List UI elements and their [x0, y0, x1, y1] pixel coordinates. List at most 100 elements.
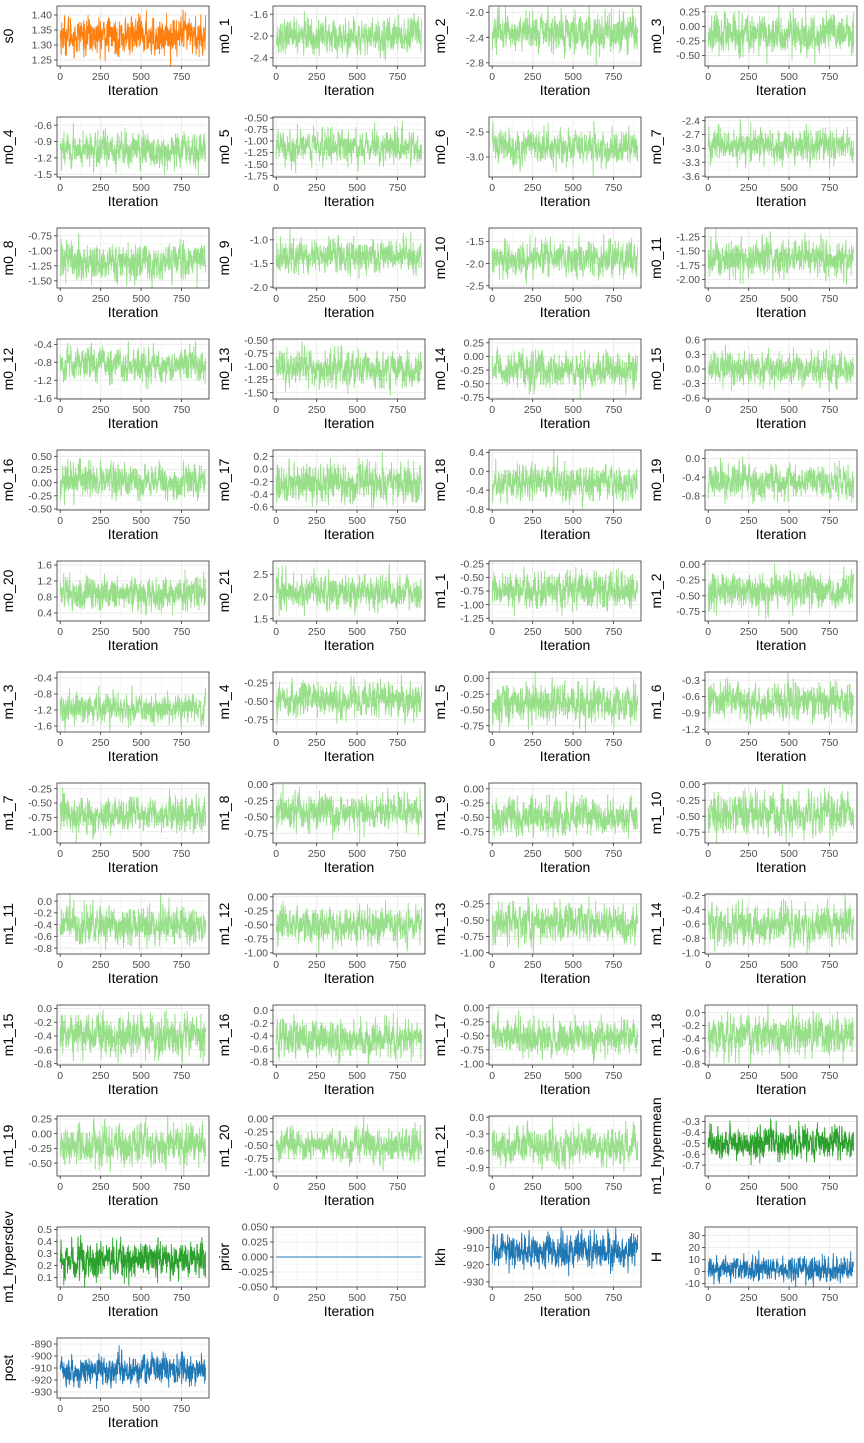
y-tick-label: -2.0	[250, 31, 268, 43]
trace-line-m1_21	[491, 1117, 639, 1173]
y-tick-label: -910	[31, 1363, 52, 1375]
trace-svg-m1_9: -0.75 -0.50 -0.25 0.00 0 250 500 750 Iteration m1…	[432, 782, 642, 875]
y-tick-label: 0.25	[32, 464, 53, 476]
x-tick-label: 500	[564, 1292, 582, 1304]
x-axis-title: Iteration	[108, 859, 159, 875]
y-tick-label: -0.2	[250, 476, 268, 488]
trace-panel-m1_8: -0.75 -0.50 -0.25 0.00 0 250 500 750 Iteration m1…	[216, 777, 432, 888]
y-tick-label: -0.75	[244, 124, 268, 136]
y-tick-label: -0.8	[682, 491, 700, 503]
x-tick-label: 250	[524, 737, 542, 749]
x-tick-label: 0	[705, 515, 711, 527]
x-tick-label: 500	[132, 1070, 150, 1082]
x-tick-label: 750	[389, 959, 407, 971]
x-tick-label: 500	[780, 626, 798, 638]
y-tick-label: 1.5	[253, 613, 268, 625]
panel-border	[488, 5, 642, 67]
trace-svg-m1_6: -1.2 -0.9 -0.6 -0.3 0 250 500 750 Iteration m1_6	[648, 671, 858, 764]
trace-svg-m0_9: -2.0 -1.5 -1.0 0 250 500 750 Iteration m0_9	[216, 227, 426, 320]
trace-svg-m0_21: 1.5 2.0 2.5 0 250 500 750 Iteration m0_21	[216, 560, 426, 653]
trace-panel-m1_14: -1.0 -0.8 -0.6 -0.4 -0.2 0 250 500 750 Iteration m…	[648, 888, 864, 999]
x-axis-title: Iteration	[756, 1303, 807, 1319]
trace-line-H	[707, 1250, 854, 1288]
x-axis-title: Iteration	[108, 1303, 159, 1319]
x-tick-label: 250	[92, 848, 110, 860]
trace-panel-m1_6: -1.2 -0.9 -0.6 -0.3 0 250 500 750 Iteration m1_6	[648, 666, 864, 777]
y-tick-label: -0.50	[244, 335, 268, 347]
x-axis-title: Iteration	[540, 970, 591, 986]
x-tick-label: 750	[821, 737, 839, 749]
y-axis-title: m1_8	[216, 795, 232, 830]
y-tick-label: -1.25	[244, 374, 268, 386]
y-tick-label: 0.0	[685, 1007, 700, 1019]
y-tick-label: -0.4	[250, 1031, 268, 1043]
y-tick-label: 1.40	[32, 10, 53, 22]
x-tick-label: 0	[489, 1181, 495, 1193]
x-tick-label: 750	[821, 1070, 839, 1082]
y-tick-label: -930	[463, 1277, 484, 1289]
y-tick-label: -0.50	[244, 1140, 268, 1152]
y-tick-label: -1.50	[244, 387, 268, 399]
y-tick-label: 20	[688, 1242, 700, 1254]
y-tick-label: -0.8	[34, 1058, 52, 1070]
y-axis-title: m0_9	[216, 240, 232, 275]
x-tick-label: 250	[308, 515, 326, 527]
x-axis-title: Iteration	[108, 526, 159, 542]
y-tick-label: -0.25	[460, 798, 484, 810]
panel-border	[704, 5, 858, 67]
y-tick-label: -1.5	[34, 169, 52, 181]
y-tick-label: -2.0	[466, 258, 484, 270]
panel-border	[272, 671, 426, 733]
y-tick-label: 0.5	[37, 1224, 52, 1236]
trace-line-m1_7	[59, 787, 207, 844]
trace-panel-m0_13: -1.50 -1.25 -1.00 -0.75 -0.50 0 250 500 750 Itera…	[216, 333, 432, 444]
trace-line-lkh	[491, 1226, 639, 1277]
x-tick-label: 0	[489, 1292, 495, 1304]
panel-border	[704, 116, 858, 178]
trace-line-m1_14	[707, 894, 855, 954]
x-tick-label: 750	[173, 1181, 191, 1193]
x-tick-label: 750	[605, 293, 623, 305]
x-tick-label: 750	[173, 1292, 191, 1304]
panel-border	[56, 227, 210, 289]
y-tick-label: 0.4	[37, 1236, 52, 1248]
trace-panel-m1_11: -0.8 -0.6 -0.4 -0.2 0.0 0 250 500 750 Iteration m1…	[0, 888, 216, 999]
panel-border	[704, 1004, 858, 1066]
x-axis-title: Iteration	[108, 1192, 159, 1208]
trace-panel-m1_21: -0.9 -0.6 -0.3 0.0 0 250 500 750 Iteration m1_21	[432, 1110, 648, 1221]
x-tick-label: 750	[821, 515, 839, 527]
y-tick-label: 2.0	[253, 591, 268, 603]
x-axis-title: Iteration	[540, 82, 591, 98]
y-tick-label: -0.6	[250, 502, 268, 514]
x-tick-label: 0	[57, 626, 63, 638]
x-axis-title: Iteration	[108, 82, 159, 98]
y-tick-label: 30	[688, 1230, 700, 1242]
x-tick-label: 750	[605, 71, 623, 83]
y-tick-label: 0	[694, 1266, 700, 1278]
x-tick-label: 500	[780, 959, 798, 971]
x-tick-label: 250	[92, 1403, 110, 1415]
y-tick-label: 0.25	[680, 7, 701, 19]
x-tick-label: 250	[308, 737, 326, 749]
trace-panel-m1_4: -0.75 -0.50 -0.25 0 250 500 750 Iteration m1_4	[216, 666, 432, 777]
y-axis-title: m0_17	[216, 458, 232, 501]
trace-line-m1_9	[491, 790, 638, 839]
trace-line-m1_10	[707, 784, 855, 844]
y-tick-label: -1.6	[250, 9, 268, 21]
x-axis-title: Iteration	[324, 304, 375, 320]
x-tick-label: 750	[173, 293, 191, 305]
trace-panel-m0_21: 1.5 2.0 2.5 0 250 500 750 Iteration m0_21	[216, 555, 432, 666]
y-tick-label: -1.00	[28, 826, 52, 838]
trace-line-m1_18	[707, 1004, 855, 1066]
y-tick-label: -1.00	[244, 361, 268, 373]
y-tick-label: -1.2	[34, 375, 52, 387]
y-tick-label: -1.00	[460, 1059, 484, 1071]
trace-panel-m0_16: -0.50 -0.25 0.00 0.25 0.50 0 250 500 750 Iteratio…	[0, 444, 216, 555]
x-tick-label: 250	[308, 182, 326, 194]
panel-border	[272, 227, 426, 289]
panel-border	[488, 782, 642, 844]
x-tick-label: 500	[132, 293, 150, 305]
y-tick-label: -0.75	[460, 720, 484, 732]
trace-svg-m0_19: -0.8 -0.4 0.0 0 250 500 750 Iteration m0_19	[648, 449, 858, 542]
